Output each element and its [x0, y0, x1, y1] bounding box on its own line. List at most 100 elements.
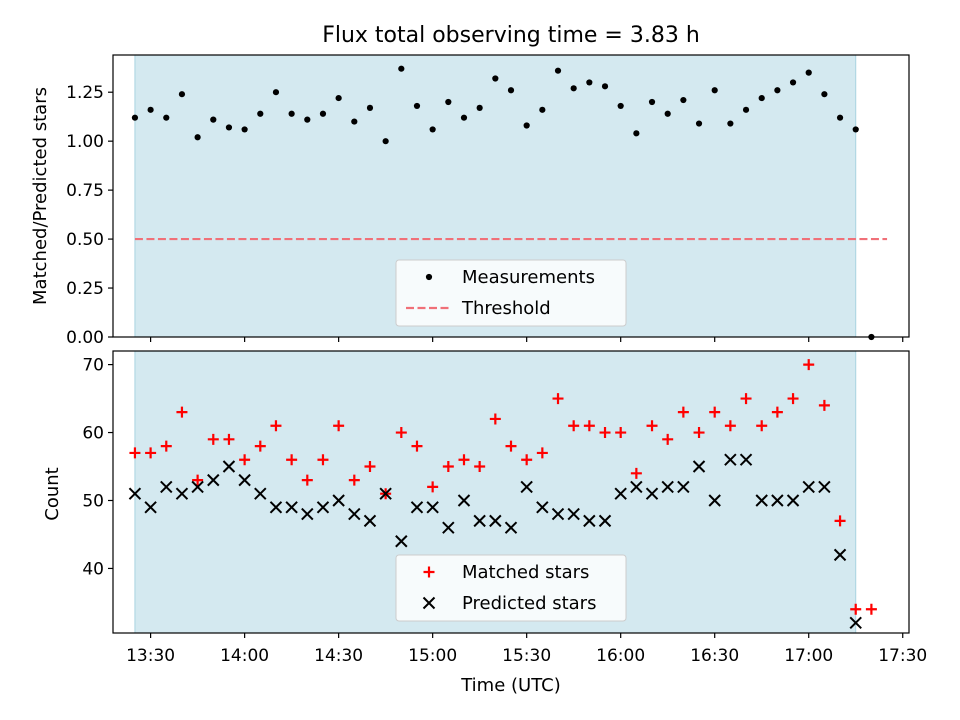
x-tick-label: 16:30: [690, 646, 739, 666]
matched-star-point: [803, 359, 815, 371]
y-tick-label: 1.25: [66, 83, 104, 103]
predicted-star-point: [191, 480, 204, 494]
predicted-star-point: [144, 501, 157, 514]
predicted-star-point: [160, 480, 173, 494]
measurement-point: [852, 126, 859, 133]
measurement-point: [131, 114, 139, 121]
plot-area: [131, 65, 888, 341]
matched-star-point: [834, 515, 846, 527]
y-tick-label: 0.00: [66, 328, 104, 348]
predicted-star-point: [285, 501, 298, 514]
x-tick-label: 13:30: [126, 646, 175, 666]
measurement-point: [288, 110, 295, 117]
measurement-point: [335, 94, 342, 102]
matched-star-point: [223, 433, 235, 445]
measurement-point: [680, 96, 687, 104]
legend: Matched stars Predicted stars: [395, 554, 627, 622]
matched-star-point: [427, 481, 439, 493]
measurement-point: [147, 106, 154, 113]
x-tick-label: 15:30: [502, 646, 551, 666]
predicted-star-point: [426, 501, 439, 514]
measurement-point: [805, 69, 812, 76]
legend-box: [395, 554, 627, 622]
y-tick-label: 0.75: [66, 181, 104, 201]
axes-frame: [112, 54, 910, 338]
x-tick-label: 16:00: [596, 646, 645, 666]
matched-star-point: [677, 406, 689, 418]
matched-star-point: [364, 461, 376, 473]
y-tick-label: 50: [82, 491, 104, 511]
measurement-point: [727, 120, 734, 127]
measurement-point: [178, 91, 186, 98]
predicted-star-point: [583, 514, 596, 528]
measurement-point: [523, 122, 530, 129]
measurement-point: [570, 85, 577, 92]
measurement-point: [413, 102, 421, 110]
matched-star-point: [333, 420, 345, 432]
legend-label: Measurements: [462, 267, 595, 288]
measurement-point: [272, 89, 280, 96]
predicted-star-point: [551, 507, 565, 521]
matched-star-point: [693, 427, 705, 439]
measurement-point: [507, 87, 515, 94]
y-tick-label: 1.00: [66, 132, 104, 152]
predicted-star-point: [301, 507, 314, 521]
matched-star-point: [756, 420, 768, 432]
predicted-star-point: [724, 453, 737, 466]
measurement-point: [429, 126, 436, 133]
predicted-star-point: [677, 480, 690, 494]
matched-star-point: [740, 393, 752, 405]
x-tick-label: 17:30: [878, 646, 927, 666]
top-panel: 0.00 0.25 0.50 0.75 1.00 1.25 Measurements Thre…: [66, 54, 910, 348]
measurement-point: [601, 83, 609, 90]
predicted-star-point: [630, 480, 643, 494]
matched-star-point: [536, 447, 548, 459]
predicted-star-point: [645, 487, 659, 500]
predicted-star-point: [489, 514, 502, 528]
measurement-point: [210, 116, 217, 123]
predicted-star-point: [739, 453, 753, 466]
predicted-star-point: [207, 473, 220, 487]
matched-star-point: [615, 427, 627, 439]
predicted-star-point: [833, 548, 847, 562]
legend-predicted-swatch: [422, 596, 436, 610]
matched-star-point: [442, 461, 454, 473]
matched-star-point: [411, 440, 423, 452]
series-matched-stars: [129, 359, 877, 615]
predicted-star-point: [410, 501, 424, 514]
legend-label: Predicted stars: [462, 593, 596, 614]
y-tick-label: 60: [82, 424, 104, 444]
x-tick-label: 17:00: [784, 646, 833, 666]
matched-star-point: [521, 454, 533, 466]
matched-star-point: [176, 406, 188, 418]
y-tick-label: 0.25: [66, 279, 104, 299]
measurement-point: [225, 124, 233, 131]
predicted-star-point: [504, 521, 518, 534]
predicted-star-point: [332, 494, 345, 507]
measurement-point: [460, 114, 468, 121]
plot-area: [128, 359, 877, 630]
predicted-star-point: [614, 487, 627, 500]
measurement-point: [633, 130, 640, 137]
predicted-star-point: [442, 521, 455, 534]
predicted-star-point: [348, 507, 361, 521]
predicted-star-point: [254, 487, 267, 500]
matched-star-point: [552, 393, 564, 405]
predicted-star-point: [849, 616, 862, 630]
measurement-point: [648, 98, 656, 106]
matched-star-point: [395, 427, 407, 439]
predicted-star-point: [802, 480, 815, 494]
series-measurements: [131, 65, 875, 341]
y-tick-label: 0.50: [66, 230, 104, 250]
matched-star-point: [192, 474, 204, 486]
measurement-point: [319, 110, 327, 117]
matched-star-point: [818, 399, 830, 411]
measurement-point: [554, 67, 562, 74]
predicted-star-point: [536, 501, 549, 514]
predicted-star-point: [661, 480, 674, 494]
legend-box: [395, 259, 627, 327]
matched-star-point: [270, 420, 282, 432]
measurement-point: [695, 120, 703, 127]
predicted-star-point: [598, 514, 612, 528]
